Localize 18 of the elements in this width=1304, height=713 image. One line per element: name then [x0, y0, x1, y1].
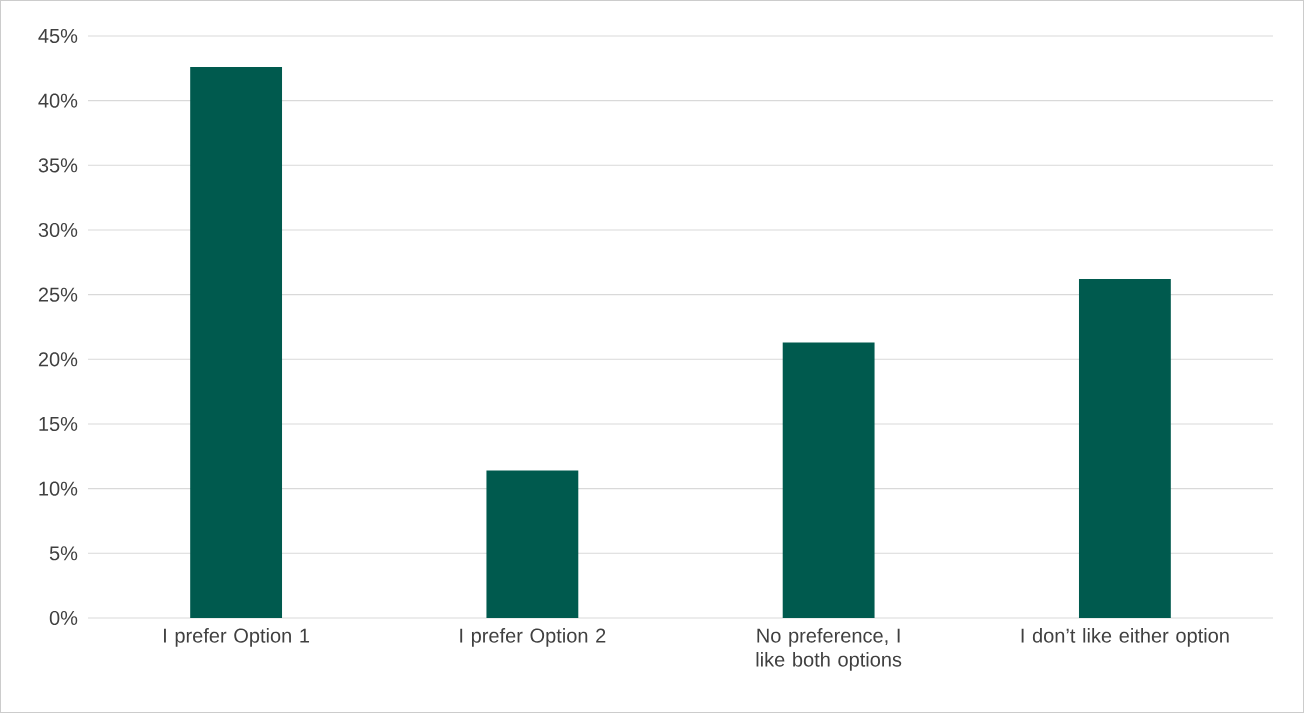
- y-tick-label: 25%: [38, 287, 78, 302]
- y-tick-label: 5%: [49, 546, 78, 561]
- bar: [782, 342, 875, 618]
- x-tick-label: I prefer Option 2: [460, 628, 606, 647]
- y-tick-label: 10%: [39, 481, 78, 496]
- bar: [190, 67, 283, 618]
- bar: [1078, 279, 1171, 618]
- y-tick-label: 20%: [38, 352, 78, 367]
- x-tick-label: I prefer Option 1: [164, 628, 310, 647]
- y-tick-label: 0%: [49, 610, 78, 626]
- y-tick-label: 35%: [38, 158, 78, 173]
- y-tick-label: 45%: [38, 28, 78, 44]
- x-tick-label: No preference, I like both options: [756, 628, 902, 671]
- y-tick-label: 30%: [38, 222, 78, 238]
- bar: [486, 470, 579, 618]
- x-tick-label: I don’t like either option: [1021, 628, 1229, 647]
- y-tick-label: 15%: [39, 416, 78, 432]
- y-tick-label: 40%: [38, 93, 78, 108]
